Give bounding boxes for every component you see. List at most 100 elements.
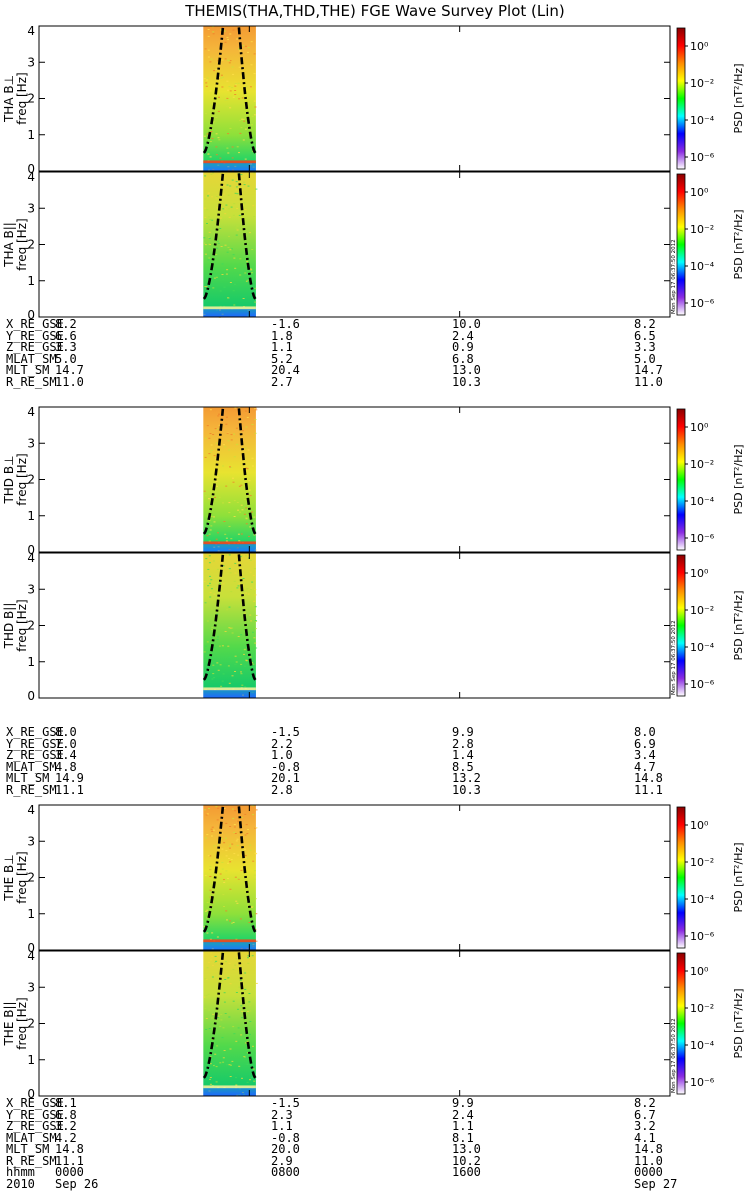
speckle [247,593,250,595]
speckle [222,1027,225,1029]
speckle [219,1025,222,1027]
speckle [218,413,220,415]
speckle [239,119,242,121]
speckle [206,79,208,81]
orbit-value: 0000 [634,1165,663,1179]
speckle [204,253,207,255]
speckle [205,82,208,84]
colorbar [676,408,686,551]
speckle [240,673,243,675]
speckle [247,829,249,830]
speckle [238,878,241,879]
speckle [220,74,223,76]
colorbar-tick-label: 10⁰ [690,186,709,199]
speckle [206,223,208,224]
orbit-row-label: Y_RE_GSE [6,328,64,343]
orbit-value: 2.9 [271,1153,293,1168]
speckle [225,204,228,206]
speckle [248,535,250,537]
orbit-value: 10.0 [452,317,481,331]
speckle [228,235,230,237]
speckle [235,186,238,188]
speckle [243,120,246,122]
speckle [210,131,213,132]
speckle [203,996,206,998]
orbit-row-label: X_RE_GSE [6,1096,64,1110]
speckle [255,982,258,984]
speckle [253,100,256,102]
speckle [213,455,216,457]
speckle [253,870,256,872]
colorbar-label: PSD [nT²/Hz] [732,63,745,133]
orbit-value: 11.0 [55,374,84,389]
speckle [254,419,257,420]
speckle [244,987,247,989]
speckle [223,286,226,288]
speckle [238,98,241,100]
speckle [203,490,206,492]
speckle [209,938,212,940]
panel-yunit: freq [Hz] [15,453,29,505]
colorbar [676,554,686,697]
speckle [227,440,230,442]
speckle [243,202,246,204]
speckle [254,408,257,410]
speckle [235,840,238,842]
speckle [226,269,229,271]
speckle [216,819,219,821]
orbit-value: 8.0 [634,725,656,739]
speckle [224,213,227,215]
speckle [209,156,212,158]
speckle [203,78,206,80]
speckle [215,117,218,119]
speckle [233,516,236,517]
speckle [253,534,256,536]
speckle [215,254,218,255]
speckle [208,237,211,239]
orbit-value: 13.0 [452,1142,481,1156]
speckle [254,594,257,596]
spectrogram-panel: 0 1 2 3 4 THD B⊥ freq [Hz] 10⁰ 10⁻² 10⁻⁴ 10⁻⁶ PSD [… [2,405,745,557]
speckle [224,631,227,632]
speckle [251,906,253,908]
speckle [253,1080,256,1082]
speckle [240,671,242,673]
y-tick-label: 0 [27,543,35,557]
speckle [214,961,216,963]
speckle [206,967,209,969]
speckle [238,583,241,585]
orbit-row-label: MLAT_SM [6,351,57,366]
speckle [217,1015,220,1017]
speckle [225,537,228,539]
speckle [249,86,252,88]
plot-timestamp: Mon Sep 17 06:37:50 2012 [671,239,677,314]
speckle [246,1081,249,1083]
spectrogram-panel: 0 1 2 3 4 THA B|| freq [Hz] 10⁰ 10⁻² 10⁻⁴ 10⁻⁶ PSD … [2,170,745,322]
speckle [242,298,245,299]
speckle [221,274,224,275]
speckle [227,152,230,154]
speckle [219,157,222,159]
orbit-value: 14.9 [55,771,84,785]
speckle [237,533,240,535]
speckle [222,279,225,281]
speckle [230,859,233,860]
orbit-row-label: Z_RE_GSE [6,748,64,762]
orbit-value: 8.5 [452,759,474,774]
speckle [229,60,232,62]
speckle [220,685,223,687]
speckle [249,526,252,528]
orbit-value: 20.0 [271,1142,300,1156]
speckle [208,243,211,245]
speckle [239,918,242,920]
speckle [219,1062,222,1064]
speckle [216,477,219,478]
speckle [235,189,238,191]
speckle [221,1037,224,1039]
speckle [222,444,225,446]
speckle [222,1057,225,1059]
colorbar-tick-label: 10⁰ [690,819,709,832]
speckle [235,1040,238,1042]
speckle [241,430,244,432]
y-tick-label: 3 [27,980,35,994]
